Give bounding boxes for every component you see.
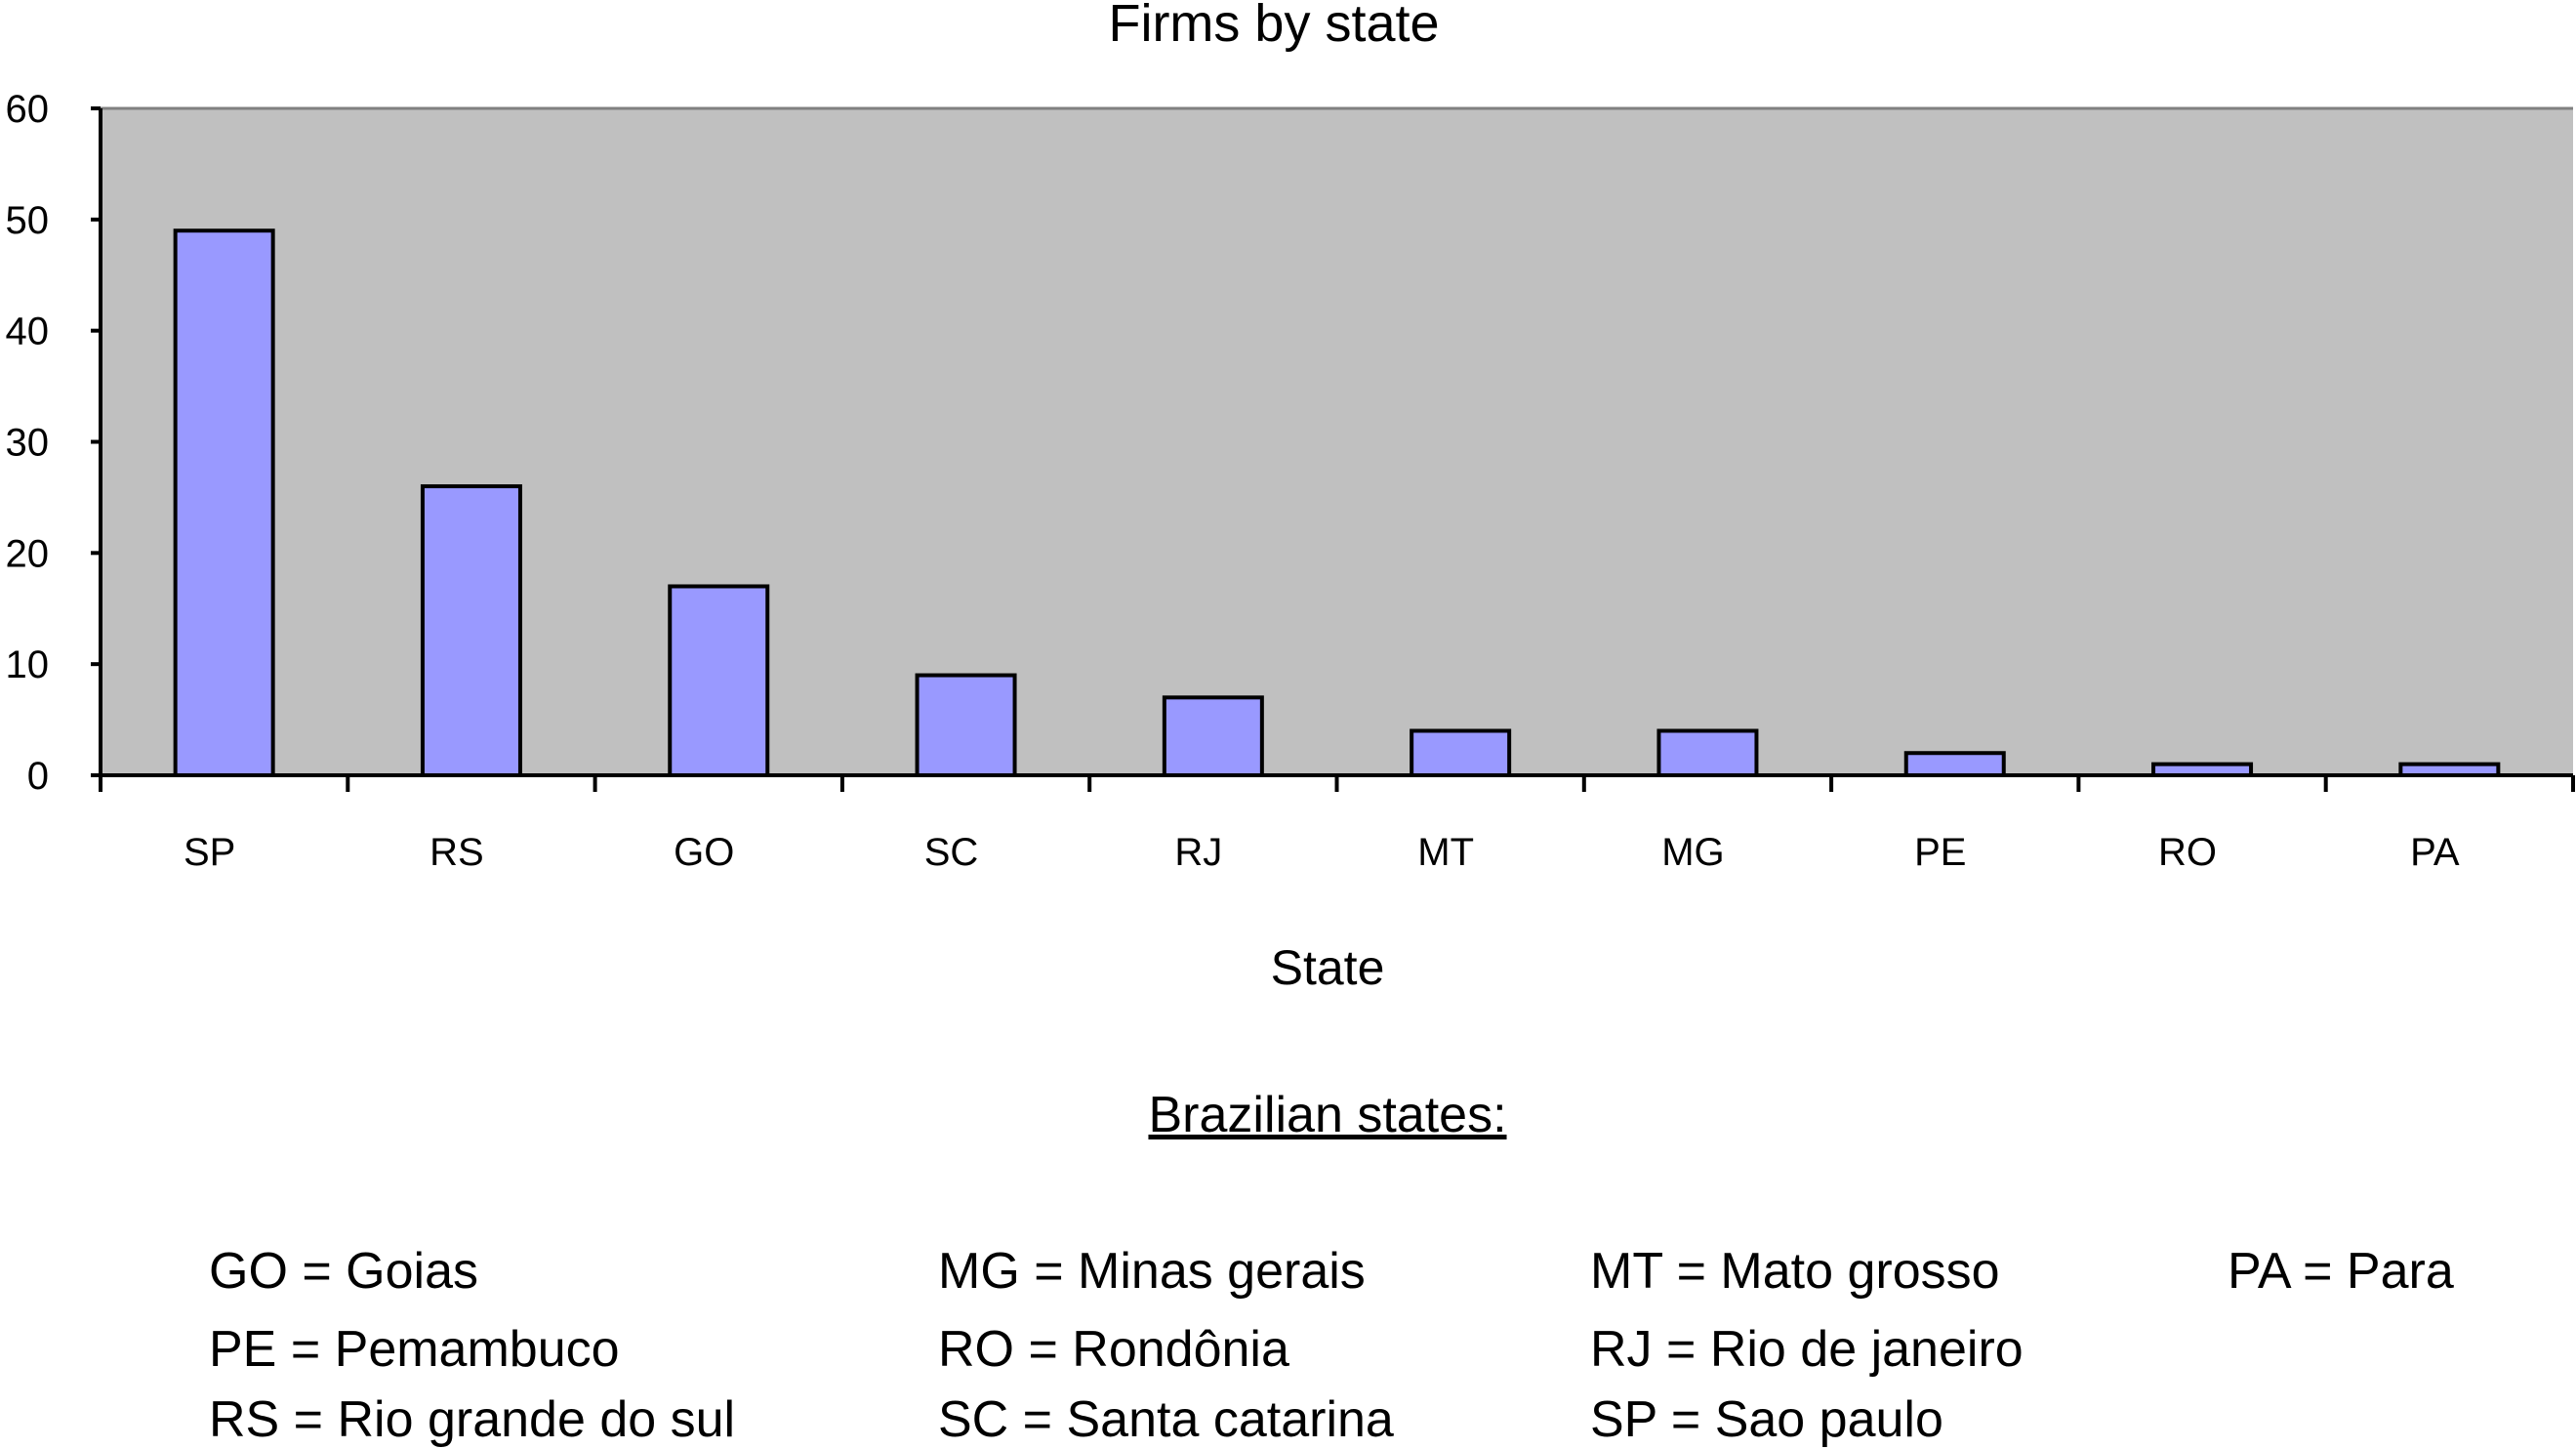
- bar-ro: [2151, 762, 2254, 777]
- x-tick-label: RJ: [1174, 831, 1222, 874]
- x-tick-label: MT: [1417, 831, 1474, 874]
- chart-title: Firms by state: [1108, 0, 1439, 53]
- x-axis-label: State: [1271, 940, 1385, 995]
- legend-entry: SP = Sao paulo: [1590, 1391, 1943, 1448]
- x-tick-label: SP: [184, 831, 235, 874]
- x-tick-label: MG: [1661, 831, 1724, 874]
- legend-entry: RJ = Rio de janeiro: [1590, 1321, 2024, 1378]
- x-tick-label: GO: [674, 831, 734, 874]
- x-tick-label: PA: [2410, 831, 2460, 874]
- bar-rs: [420, 484, 522, 777]
- bar-mg: [1656, 728, 1759, 778]
- legend-entry: GO = Goias: [209, 1243, 478, 1300]
- x-tick-label: SC: [924, 831, 979, 874]
- bar-chart: Firms by state 0 10 20 30 40 50 60 SP RS GO SC RJ MT M…: [6, 0, 2575, 995]
- bar-go: [668, 584, 770, 777]
- x-tick-label: RS: [429, 831, 484, 874]
- bar-pe: [1903, 751, 2006, 778]
- y-tick-label: 10: [6, 643, 50, 686]
- legend-entry: PA = Para: [2228, 1243, 2454, 1300]
- y-tick-label: 40: [6, 310, 50, 353]
- y-tick-label: 20: [6, 532, 50, 575]
- y-tick-label: 50: [6, 199, 50, 242]
- y-tick-label: 60: [6, 88, 50, 131]
- bar-sp: [173, 228, 275, 777]
- y-tick-label: 30: [6, 422, 50, 465]
- x-tick-label: RO: [2158, 831, 2217, 874]
- bar-rj: [1162, 695, 1264, 777]
- bar-pa: [2398, 762, 2501, 777]
- legend-title: Brazilian states:: [1148, 1087, 1507, 1143]
- legend-entry: MG = Minas gerais: [938, 1243, 1366, 1300]
- legend-entry: RS = Rio grande do sul: [209, 1391, 736, 1448]
- x-tick-label: PE: [1914, 831, 1966, 874]
- y-tick-label: 0: [27, 755, 49, 798]
- legend-entry: PE = Pemambuco: [209, 1321, 620, 1378]
- legend-entry: MT = Mato grosso: [1590, 1243, 2000, 1300]
- legend-entry: SC = Santa catarina: [938, 1391, 1394, 1448]
- legend-entry: RO = Rondônia: [938, 1321, 1289, 1378]
- bar-mt: [1410, 728, 1512, 778]
- bar-sc: [915, 673, 1017, 777]
